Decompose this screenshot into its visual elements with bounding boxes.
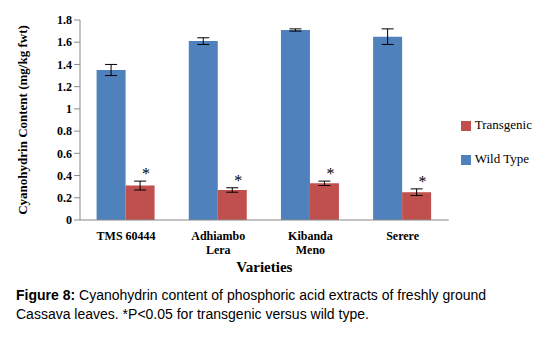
svg-text:0.2: 0.2 — [57, 191, 72, 205]
svg-text:*: * — [234, 172, 242, 189]
svg-text:Serere: Serere — [386, 229, 420, 243]
svg-text:0.6: 0.6 — [57, 147, 72, 161]
svg-text:1: 1 — [66, 102, 72, 116]
html-text:Figure 8: Cyanohydrin content: Figure 8: Cyanohydrin content of phospho… — [16, 287, 486, 322]
svg-text:1.8: 1.8 — [57, 13, 72, 27]
svg-text:*: * — [419, 173, 427, 190]
svg-text:Meno: Meno — [296, 243, 325, 257]
svg-text:*: * — [142, 165, 150, 182]
svg-text:Cyanohydrin Content (mg/kg fwt: Cyanohydrin Content (mg/kg fwt) — [15, 25, 30, 215]
svg-text:TMS 60444: TMS 60444 — [97, 229, 156, 243]
svg-text:1.2: 1.2 — [57, 80, 72, 94]
html-text:Wild Type: Wild Type — [474, 151, 529, 166]
html-text:Transgenic: Transgenic — [474, 117, 532, 132]
svg-text:0.8: 0.8 — [57, 124, 72, 138]
svg-text:*: * — [326, 165, 334, 182]
svg-text:1.6: 1.6 — [57, 35, 72, 49]
svg-text:0: 0 — [66, 213, 72, 227]
svg-text:Adhiambo: Adhiambo — [191, 229, 245, 243]
svg-text:Lera: Lera — [206, 243, 231, 257]
svg-text:Varieties: Varieties — [236, 259, 292, 275]
svg-text:Kibanda: Kibanda — [288, 229, 333, 243]
svg-text:0.4: 0.4 — [57, 169, 72, 183]
svg-text:1.4: 1.4 — [57, 58, 72, 72]
